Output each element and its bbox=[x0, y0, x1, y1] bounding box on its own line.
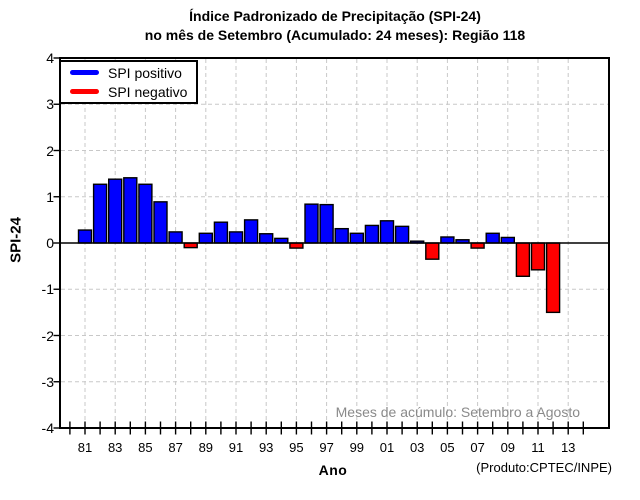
bar-1999 bbox=[349, 232, 364, 244]
y-tick-label--3: -3 bbox=[41, 373, 54, 390]
bar-2005 bbox=[440, 236, 455, 244]
bar-2001 bbox=[379, 220, 395, 244]
bar-1983 bbox=[107, 178, 123, 244]
bar-2008 bbox=[485, 232, 500, 244]
bar-2009 bbox=[500, 236, 515, 244]
x-tick-label-99: 99 bbox=[349, 440, 365, 455]
x-tick-label-09: 09 bbox=[500, 440, 516, 455]
bar-1989 bbox=[198, 232, 214, 244]
y-tick-label--4: -4 bbox=[41, 420, 54, 436]
bar-1998 bbox=[334, 227, 349, 244]
y-tick-label-4: 4 bbox=[46, 50, 54, 66]
x-tick-label-89: 89 bbox=[198, 440, 214, 455]
x-tick-label-85: 85 bbox=[138, 440, 153, 455]
legend-label-negative: SPI negativo bbox=[108, 83, 188, 100]
accumulation-note: Meses de acúmulo: Setembro a Agosto bbox=[335, 404, 580, 420]
bar-1986 bbox=[153, 201, 168, 244]
bar-1997 bbox=[319, 203, 334, 244]
x-axis-title: Ano bbox=[318, 462, 348, 478]
x-tick-label-97: 97 bbox=[319, 440, 334, 455]
y-tick-label-2: 2 bbox=[46, 142, 54, 159]
y-tick-label-0: 0 bbox=[46, 235, 54, 251]
chart-title-line2: no mês de Setembro (Acumulado: 24 meses)… bbox=[144, 27, 526, 43]
y-tick-label--2: -2 bbox=[41, 327, 54, 344]
x-tick-label-13: 13 bbox=[560, 440, 576, 455]
bar-2002 bbox=[394, 225, 410, 244]
legend-item-negative: SPI negativo bbox=[70, 84, 196, 100]
bar-2004 bbox=[425, 242, 440, 260]
x-tick-label-91: 91 bbox=[228, 440, 244, 455]
bar-2000 bbox=[364, 224, 380, 244]
bar-1981 bbox=[77, 229, 93, 244]
bar-2011 bbox=[530, 242, 546, 271]
x-tick-label-03: 03 bbox=[409, 440, 425, 455]
bar-1993 bbox=[259, 233, 274, 244]
chart-title: Índice Padronizado de Precipitação (SPI-… bbox=[30, 7, 640, 45]
x-tick-label-01: 01 bbox=[379, 440, 395, 455]
x-tick-label-07: 07 bbox=[470, 440, 485, 455]
y-tick-label-3: 3 bbox=[46, 96, 54, 113]
bar-1987 bbox=[168, 231, 183, 244]
legend-item-positive: SPI positivo bbox=[70, 65, 196, 81]
bar-1992 bbox=[243, 219, 259, 244]
credit-text: (Produto:CPTEC/INPE) bbox=[476, 460, 612, 475]
legend-label-positive: SPI positivo bbox=[108, 64, 182, 81]
bar-2010 bbox=[515, 242, 531, 277]
bar-1990 bbox=[213, 221, 229, 244]
chart-title-line1: Índice Padronizado de Precipitação (SPI-… bbox=[189, 8, 481, 24]
bar-1996 bbox=[304, 203, 319, 244]
x-tick-label-05: 05 bbox=[440, 440, 455, 455]
x-tick-label-81: 81 bbox=[77, 440, 93, 455]
legend-swatch-negative bbox=[70, 89, 99, 94]
x-tick-label-83: 83 bbox=[107, 440, 123, 455]
bar-1985 bbox=[138, 183, 153, 244]
x-tick-label-93: 93 bbox=[258, 440, 274, 455]
bar-1982 bbox=[92, 183, 108, 244]
y-tick-label-1: 1 bbox=[46, 188, 54, 205]
x-tick-label-11: 11 bbox=[531, 440, 545, 455]
bar-1984 bbox=[123, 177, 138, 244]
legend-box: SPI positivo SPI negativo bbox=[59, 60, 198, 104]
bar-1991 bbox=[228, 231, 244, 244]
legend-swatch-positive bbox=[70, 70, 99, 75]
x-tick-label-87: 87 bbox=[168, 440, 183, 455]
x-tick-label-95: 95 bbox=[289, 440, 304, 455]
y-tick-label--1: -1 bbox=[41, 281, 54, 298]
bar-2012 bbox=[545, 242, 561, 314]
